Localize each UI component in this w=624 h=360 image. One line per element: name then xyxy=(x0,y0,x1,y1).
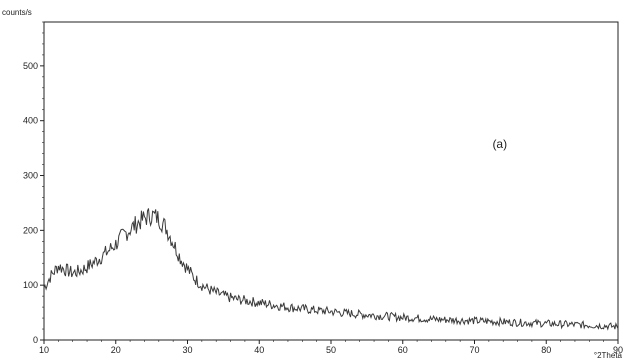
y-tick-label-300: 300 xyxy=(23,171,38,181)
annotation-label: (a) xyxy=(492,137,507,151)
series-line xyxy=(43,208,619,331)
y-axis: 0 100 200 300 400 500 xyxy=(23,21,44,345)
x-axis-title: °2Theta xyxy=(594,351,623,360)
y-tick-label-100: 100 xyxy=(23,280,38,290)
x-tick-label-80: 80 xyxy=(541,345,551,355)
x-tick-label-70: 70 xyxy=(469,345,479,355)
y-tick-label-0: 0 xyxy=(33,335,38,345)
x-tick-label-90: 90 xyxy=(613,345,623,355)
x-tick-label-20: 20 xyxy=(111,345,121,355)
x-axis: 10 20 30 40 50 60 70 80 90 xyxy=(39,340,623,355)
y-tick-label-400: 400 xyxy=(23,116,38,126)
x-tick-label-40: 40 xyxy=(254,345,264,355)
x-tick-label-10: 10 xyxy=(39,345,49,355)
y-tick-label-200: 200 xyxy=(23,225,38,235)
x-tick-label-50: 50 xyxy=(326,345,336,355)
plot-frame xyxy=(43,21,619,341)
y-tick-label-500: 500 xyxy=(23,61,38,71)
y-axis-title: counts/s xyxy=(2,8,32,17)
x-tick-label-60: 60 xyxy=(398,345,408,355)
x-tick-label-30: 30 xyxy=(182,345,192,355)
